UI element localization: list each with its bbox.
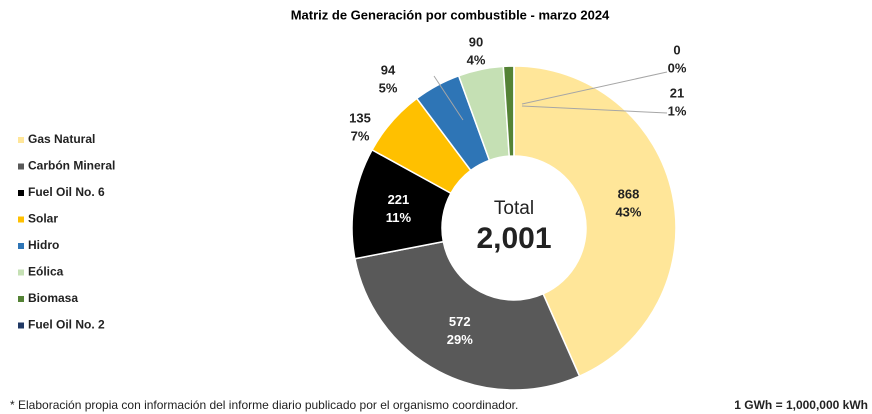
center-total: 2,001 (476, 222, 551, 255)
legend-label: Gas Natural (28, 132, 95, 146)
percent-label: 5% (379, 80, 398, 95)
donut-slice (354, 240, 581, 391)
legend-swatch (18, 216, 24, 223)
leader-line (521, 105, 668, 114)
legend-label: Hidro (28, 238, 59, 252)
legend-label: Fuel Oil No. 6 (28, 185, 105, 199)
percent-label: 7% (351, 128, 370, 143)
value-label: 0 (673, 42, 680, 57)
value-label: 94 (381, 62, 396, 77)
legend-label: Solar (28, 212, 58, 226)
legend-label: Eólica (28, 265, 64, 279)
unit-note: 1 GWh = 1,000,000 kWh (734, 398, 868, 412)
legend-swatch (18, 163, 24, 170)
value-label: 221 (388, 192, 410, 207)
leader-line (433, 75, 464, 121)
legend-label: Fuel Oil No. 2 (28, 318, 105, 332)
value-label: 90 (469, 34, 483, 49)
percent-label: 29% (447, 332, 473, 347)
value-label: 868 (618, 186, 640, 201)
legend-swatch (18, 243, 24, 249)
footnote: * Elaboración propia con información del… (10, 398, 518, 412)
percent-label: 43% (615, 204, 641, 219)
percent-label: 1% (668, 103, 687, 118)
legend-swatch (18, 137, 24, 143)
percent-label: 0% (668, 60, 687, 75)
legend-swatch (18, 296, 24, 302)
percent-label: 11% (386, 210, 412, 225)
legend-swatch (18, 269, 24, 276)
legend-label: Biomasa (28, 291, 78, 305)
center-label: Total (494, 198, 534, 219)
legend-label: Carbón Mineral (28, 159, 115, 173)
chart-title: Matriz de Generación por combustible - m… (291, 7, 610, 22)
value-label: 21 (670, 85, 684, 100)
legend-swatch (18, 322, 24, 329)
value-label: 572 (449, 314, 471, 329)
leader-line (521, 71, 668, 105)
percent-label: 4% (467, 52, 486, 67)
value-label: 135 (349, 110, 371, 125)
legend-swatch (18, 190, 24, 196)
donut-slice (513, 65, 677, 378)
